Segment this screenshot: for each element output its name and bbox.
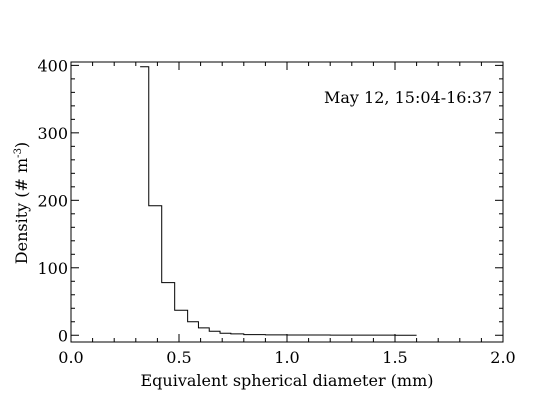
x-tick-label: 2.0: [490, 348, 515, 367]
x-tick-label: 1.5: [382, 348, 407, 367]
y-axis-title: Density (# m-3): [12, 142, 31, 264]
x-tick-label: 0.0: [58, 348, 83, 367]
chart-annotation: May 12, 15:04-16:37: [324, 88, 492, 107]
x-tick-label: 0.5: [166, 348, 191, 367]
y-tick-labels: 0 100 200 300 400: [37, 56, 68, 345]
x-tick-labels: 0.0 0.5 1.0 1.5 2.0: [58, 348, 515, 367]
histogram-step-line: [140, 66, 417, 336]
x-axis-title: Equivalent spherical diameter (mm): [140, 371, 433, 390]
y-axis-title-prefix: Density (# m: [12, 158, 31, 264]
y-tick-label: 300: [37, 124, 68, 143]
y-axis-title-sup: -3: [13, 148, 24, 158]
y-tick-label: 200: [37, 191, 68, 210]
y-tick-label: 100: [37, 259, 68, 278]
y-tick-label: 0: [58, 326, 68, 345]
axis-ticks: [70, 62, 504, 342]
x-tick-label: 1.0: [274, 348, 299, 367]
y-tick-label: 400: [37, 56, 68, 75]
y-axis-title-suffix: ): [12, 142, 31, 148]
